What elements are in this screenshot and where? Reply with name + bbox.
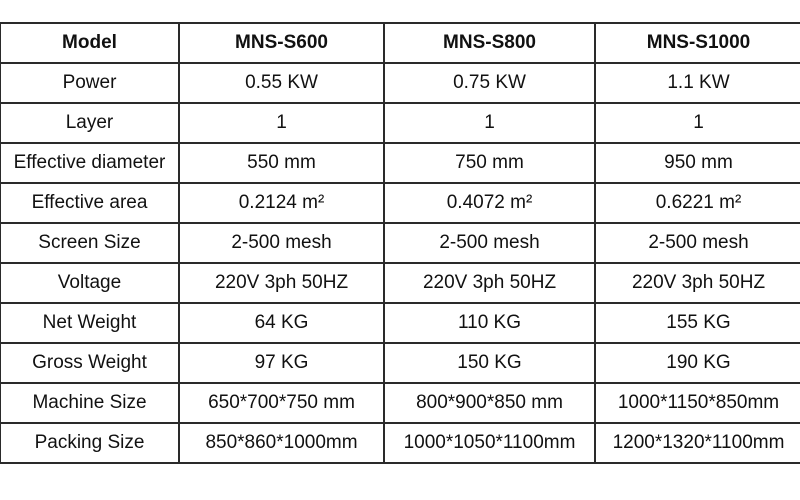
- header-row: Model MNS-S600 MNS-S800 MNS-S1000: [0, 22, 800, 64]
- row-label: Machine Size: [0, 382, 180, 424]
- cell: 550 mm: [178, 142, 385, 184]
- header-cell: Model: [0, 22, 180, 64]
- table-row: Layer 1 1 1: [0, 102, 800, 144]
- cell: 650*700*750 mm: [178, 382, 385, 424]
- table-row: Power 0.55 KW 0.75 KW 1.1 KW: [0, 62, 800, 104]
- table-row: Effective diameter 550 mm 750 mm 950 mm: [0, 142, 800, 184]
- cell: 1: [178, 102, 385, 144]
- cell: 0.6221 m²: [594, 182, 800, 224]
- cell: 1200*1320*1100mm: [594, 422, 800, 464]
- cell: 220V 3ph 50HZ: [383, 262, 596, 304]
- cell: 1: [383, 102, 596, 144]
- cell: 1.1 KW: [594, 62, 800, 104]
- cell: 0.2124 m²: [178, 182, 385, 224]
- cell: 750 mm: [383, 142, 596, 184]
- row-label: Effective diameter: [0, 142, 180, 184]
- row-label: Voltage: [0, 262, 180, 304]
- table-body: Power 0.55 KW 0.75 KW 1.1 KW Layer 1 1 1 Effecti…: [0, 62, 800, 464]
- row-label: Packing Size: [0, 422, 180, 464]
- cell: 150 KG: [383, 342, 596, 384]
- cell: 0.4072 m²: [383, 182, 596, 224]
- cell: 1000*1050*1100mm: [383, 422, 596, 464]
- table-row: Screen Size 2-500 mesh 2-500 mesh 2-500 mes…: [0, 222, 800, 264]
- cell: 220V 3ph 50HZ: [178, 262, 385, 304]
- row-label: Net Weight: [0, 302, 180, 344]
- row-label: Gross Weight: [0, 342, 180, 384]
- cell: 2-500 mesh: [594, 222, 800, 264]
- cell: 155 KG: [594, 302, 800, 344]
- row-label: Power: [0, 62, 180, 104]
- cell: 97 KG: [178, 342, 385, 384]
- table-row: Effective area 0.2124 m² 0.4072 m² 0.6221 m…: [0, 182, 800, 224]
- header-cell: MNS-S600: [178, 22, 385, 64]
- cell: 850*860*1000mm: [178, 422, 385, 464]
- cell: 64 KG: [178, 302, 385, 344]
- cell: 800*900*850 mm: [383, 382, 596, 424]
- header-cell: MNS-S1000: [594, 22, 800, 64]
- cell: 1: [594, 102, 800, 144]
- cell: 2-500 mesh: [178, 222, 385, 264]
- cell: 950 mm: [594, 142, 800, 184]
- row-label: Layer: [0, 102, 180, 144]
- cell: 0.55 KW: [178, 62, 385, 104]
- cell: 190 KG: [594, 342, 800, 384]
- table-row: Gross Weight 97 KG 150 KG 190 KG: [0, 342, 800, 384]
- table-row: Packing Size 850*860*1000mm 1000*1050*1100…: [0, 422, 800, 464]
- spec-table: Model MNS-S600 MNS-S800 MNS-S1000 Power 0.55…: [0, 22, 800, 464]
- cell: 110 KG: [383, 302, 596, 344]
- cell: 220V 3ph 50HZ: [594, 262, 800, 304]
- header-cell: MNS-S800: [383, 22, 596, 64]
- table-row: Net Weight 64 KG 110 KG 155 KG: [0, 302, 800, 344]
- table-row: Machine Size 650*700*750 mm 800*900*850 mm…: [0, 382, 800, 424]
- cell: 0.75 KW: [383, 62, 596, 104]
- row-label: Screen Size: [0, 222, 180, 264]
- cell: 2-500 mesh: [383, 222, 596, 264]
- cell: 1000*1150*850mm: [594, 382, 800, 424]
- table-row: Voltage 220V 3ph 50HZ 220V 3ph 50HZ 220V 3p…: [0, 262, 800, 304]
- row-label: Effective area: [0, 182, 180, 224]
